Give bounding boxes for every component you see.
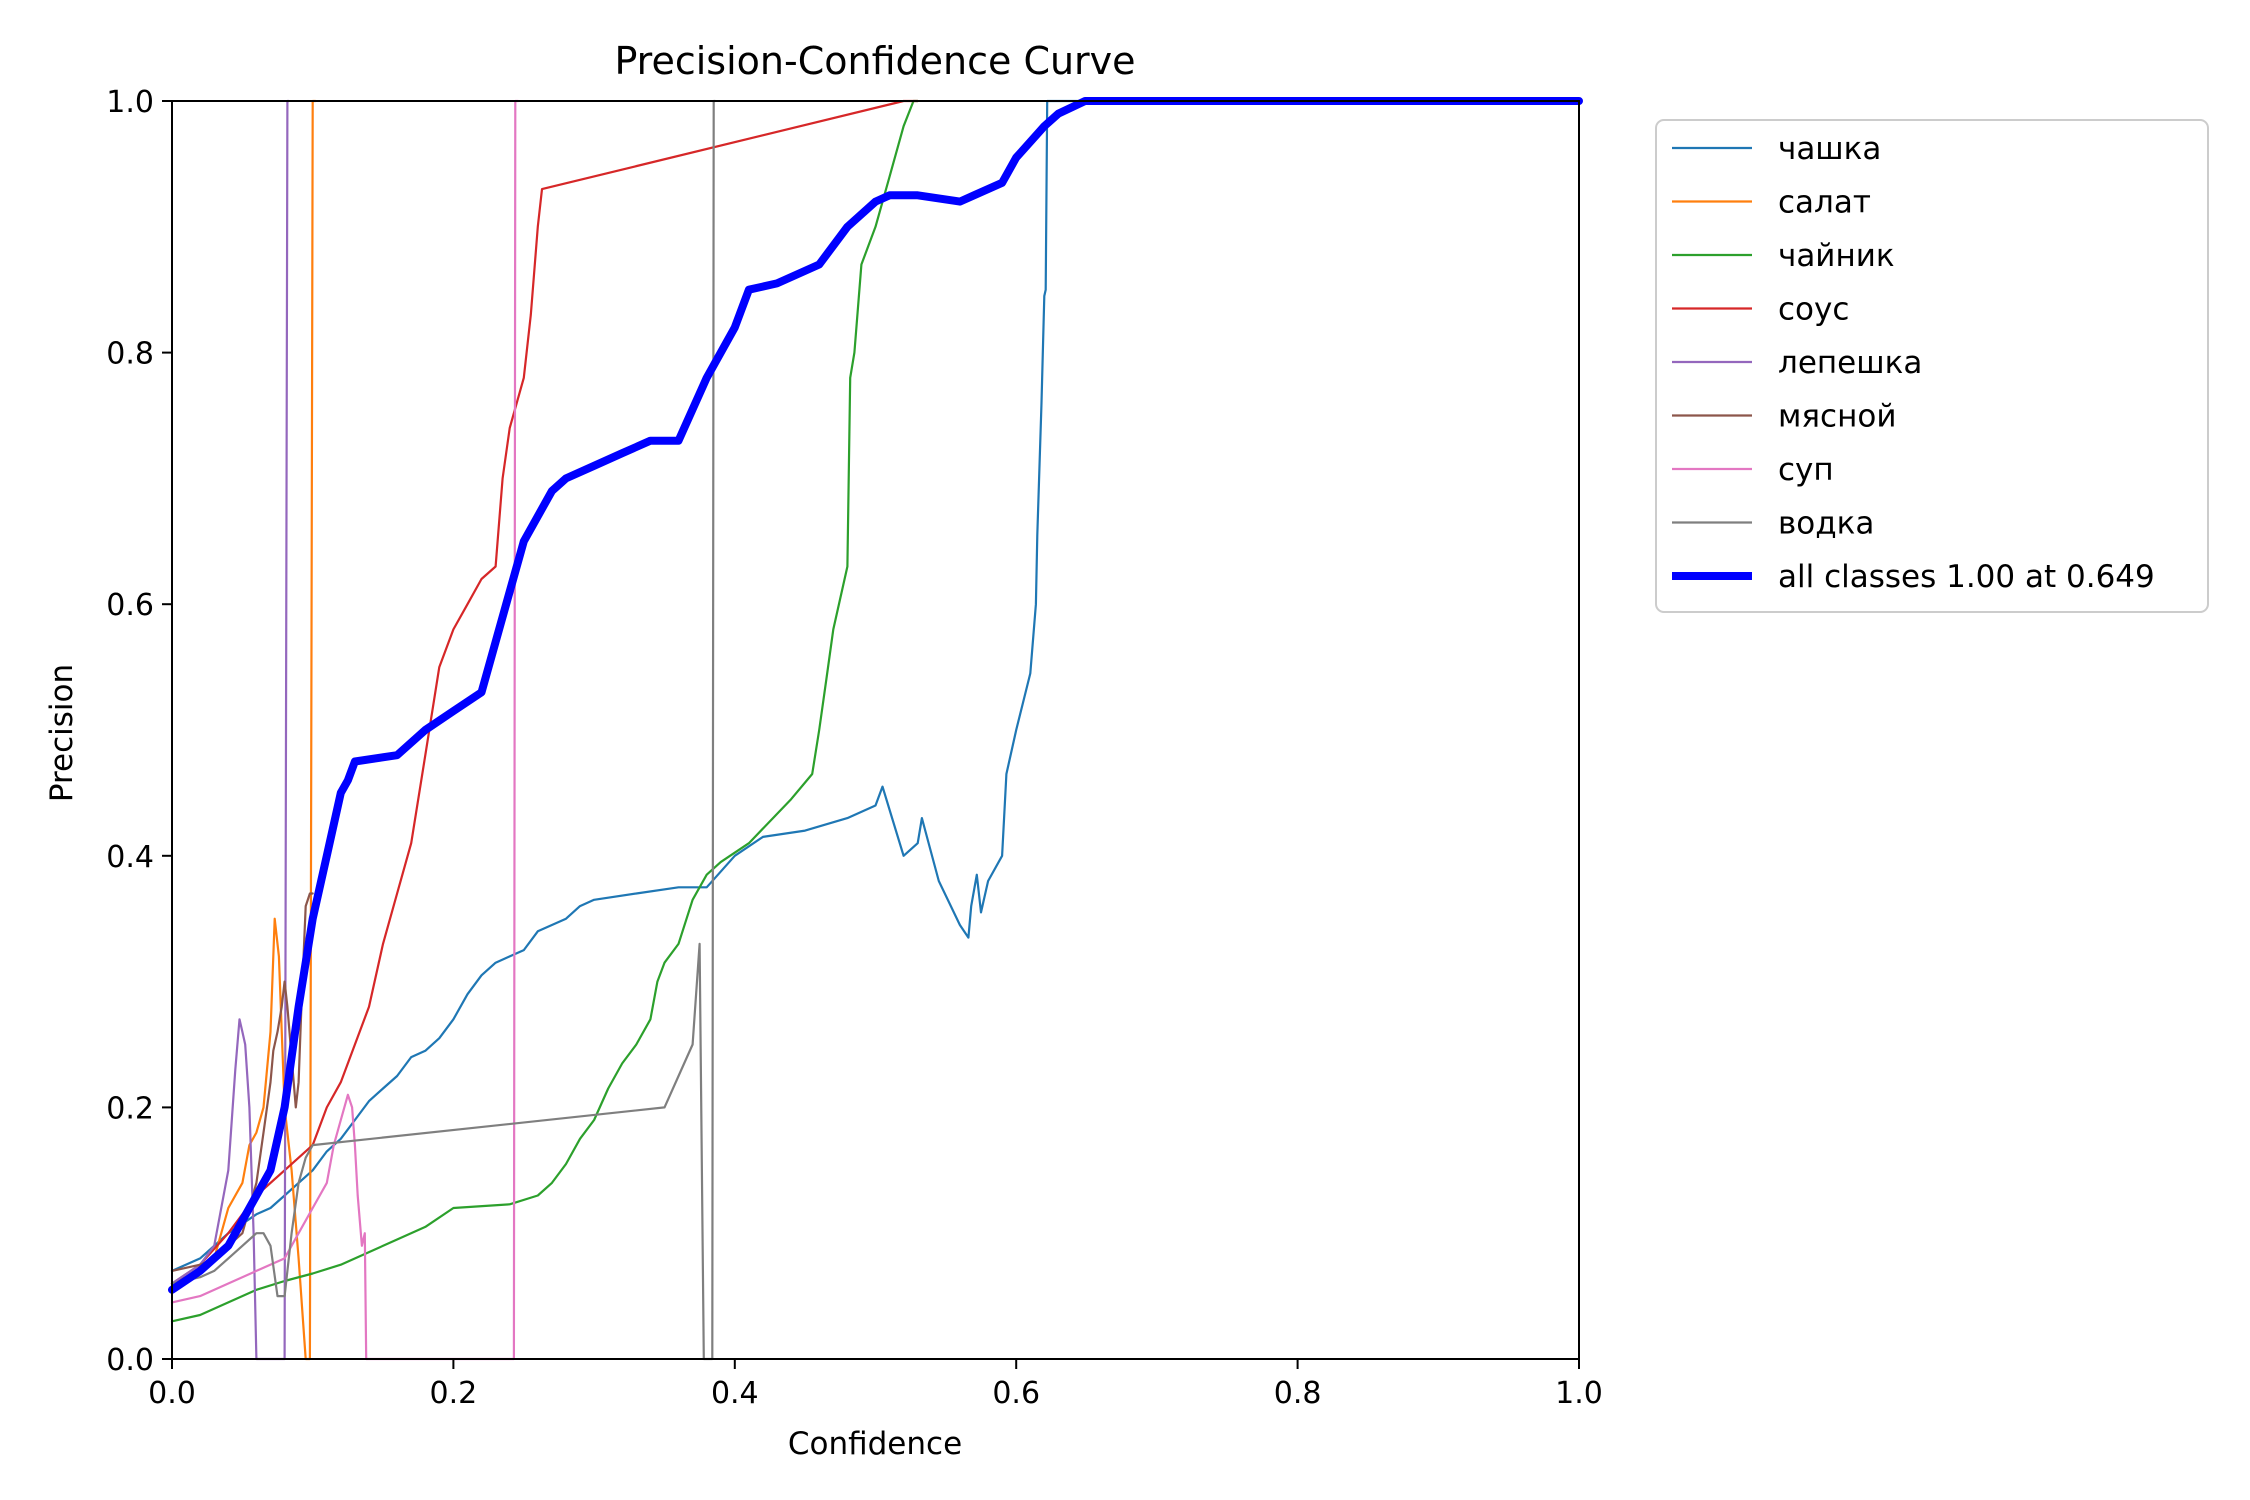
legend-label-7: водка xyxy=(1778,506,1874,542)
legend: чашка салат чайник соус лепешка мясной суп водк… xyxy=(1655,119,2209,613)
legend-label-1: салат xyxy=(1778,185,1871,221)
x-axis-ticks: 0.0 0.2 0.4 0.6 0.8 1.0 xyxy=(148,1359,1603,1411)
chart-title: Precision-Confidence Curve xyxy=(614,39,1135,83)
series-line-8 xyxy=(168,97,1583,1294)
legend-items: чашка салат чайник соус лепешка мясной суп водк… xyxy=(1672,131,2155,595)
legend-box xyxy=(1655,119,2209,613)
legend-label-4: лепешка xyxy=(1778,345,1922,381)
legend-label-2: чайник xyxy=(1778,238,1895,274)
y-tick-label: 0.0 xyxy=(106,1343,154,1378)
y-tick-label: 0.2 xyxy=(106,1091,154,1126)
plot-frame xyxy=(171,100,1580,1360)
legend-label-0: чашка xyxy=(1778,131,1881,167)
y-tick-label: 1.0 xyxy=(106,85,154,120)
series-line-3 xyxy=(170,99,919,1285)
y-axis-label: Precision xyxy=(44,664,80,802)
y-tick-label: 0.6 xyxy=(106,588,154,623)
x-tick-label: 1.0 xyxy=(1555,1376,1603,1411)
x-tick-label: 0.0 xyxy=(148,1376,196,1411)
y-tick-label: 0.4 xyxy=(106,840,154,875)
y-tick-label: 0.8 xyxy=(106,337,154,372)
x-tick-label: 0.4 xyxy=(711,1376,759,1411)
y-axis-ticks: 0.0 0.2 0.4 0.6 0.8 1.0 xyxy=(106,85,172,1378)
x-axis-label: Confidence xyxy=(788,1426,962,1462)
legend-label-6: суп xyxy=(1778,452,1834,488)
legend-label-3: соус xyxy=(1778,292,1849,328)
x-tick-label: 0.8 xyxy=(1274,1376,1322,1411)
x-tick-label: 0.6 xyxy=(992,1376,1040,1411)
legend-label-8: all classes 1.00 at 0.649 xyxy=(1778,559,2155,595)
legend-label-5: мясной xyxy=(1778,399,1896,435)
x-tick-label: 0.2 xyxy=(430,1376,478,1411)
